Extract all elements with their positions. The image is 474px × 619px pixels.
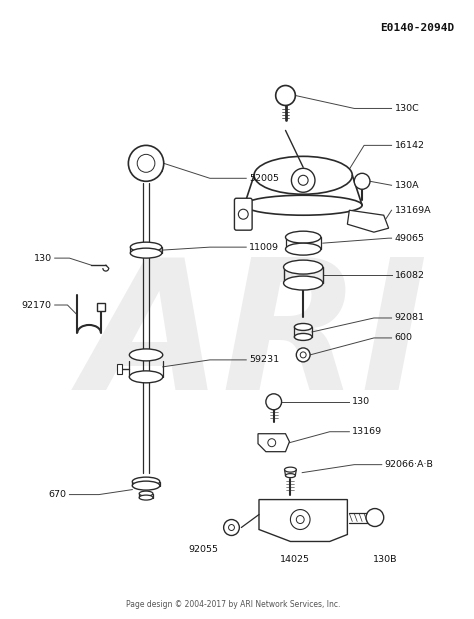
Circle shape — [266, 394, 282, 410]
FancyBboxPatch shape — [235, 198, 252, 230]
Ellipse shape — [285, 231, 321, 243]
Circle shape — [238, 209, 248, 219]
Text: 16142: 16142 — [394, 141, 425, 150]
Ellipse shape — [283, 260, 323, 274]
Ellipse shape — [129, 349, 163, 361]
Circle shape — [268, 439, 276, 447]
Text: 13169A: 13169A — [394, 206, 431, 215]
Ellipse shape — [285, 474, 295, 478]
FancyBboxPatch shape — [117, 364, 122, 374]
Text: 130C: 130C — [394, 104, 419, 113]
Ellipse shape — [132, 481, 160, 490]
Circle shape — [291, 509, 310, 529]
FancyBboxPatch shape — [97, 303, 105, 311]
Ellipse shape — [139, 495, 153, 500]
Circle shape — [296, 516, 304, 524]
Polygon shape — [259, 500, 347, 542]
Ellipse shape — [294, 334, 312, 340]
Ellipse shape — [244, 195, 362, 215]
Text: 92170: 92170 — [22, 300, 52, 310]
Text: 16082: 16082 — [394, 271, 425, 280]
Text: 670: 670 — [48, 490, 66, 499]
Text: 52005: 52005 — [249, 174, 279, 183]
Text: 130: 130 — [352, 397, 370, 406]
Circle shape — [137, 154, 155, 172]
Circle shape — [300, 352, 306, 358]
Text: E0140-2094D: E0140-2094D — [380, 23, 455, 33]
Text: 92066·A·B: 92066·A·B — [385, 460, 434, 469]
Text: 11009: 11009 — [249, 243, 279, 252]
Circle shape — [296, 348, 310, 362]
Ellipse shape — [129, 371, 163, 383]
Polygon shape — [347, 210, 389, 232]
Polygon shape — [258, 434, 290, 452]
Text: ARI: ARI — [83, 252, 429, 428]
Ellipse shape — [130, 242, 162, 252]
Ellipse shape — [132, 477, 160, 486]
Ellipse shape — [284, 467, 296, 472]
Ellipse shape — [285, 243, 321, 255]
Circle shape — [228, 524, 235, 530]
Text: 130: 130 — [34, 254, 52, 262]
Ellipse shape — [139, 491, 153, 496]
Ellipse shape — [254, 157, 352, 194]
Circle shape — [276, 85, 295, 105]
Text: 49065: 49065 — [394, 233, 425, 243]
Circle shape — [128, 145, 164, 181]
Text: 59231: 59231 — [249, 355, 279, 365]
Ellipse shape — [294, 324, 312, 331]
Circle shape — [224, 519, 239, 535]
Ellipse shape — [283, 276, 323, 290]
Text: Page design © 2004-2017 by ARI Network Services, Inc.: Page design © 2004-2017 by ARI Network S… — [126, 600, 341, 609]
Text: 130A: 130A — [394, 181, 419, 190]
Text: 600: 600 — [394, 334, 412, 342]
Circle shape — [354, 173, 370, 189]
Text: 92081: 92081 — [394, 313, 425, 322]
Text: 92055: 92055 — [189, 545, 219, 554]
Circle shape — [366, 509, 384, 527]
Text: 14025: 14025 — [280, 555, 310, 564]
Circle shape — [298, 175, 308, 185]
Circle shape — [292, 168, 315, 193]
Text: 130B: 130B — [373, 555, 397, 564]
Text: 13169: 13169 — [352, 427, 383, 436]
Ellipse shape — [130, 248, 162, 258]
